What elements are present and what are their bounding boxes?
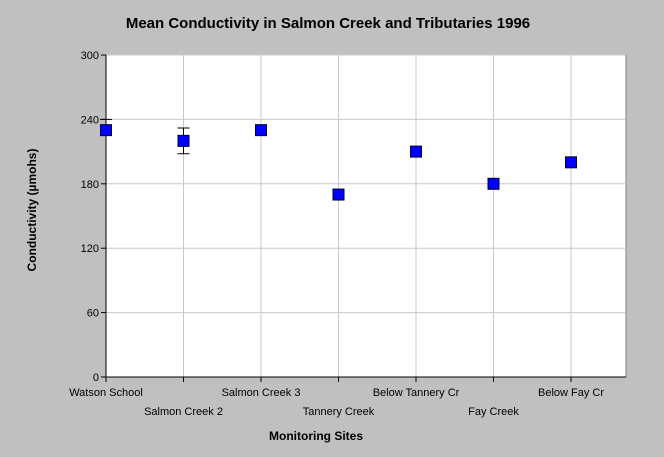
data-markers (100, 124, 577, 201)
data-point (565, 156, 577, 169)
data-point (177, 134, 190, 147)
y-tick-label: 240 (81, 114, 99, 126)
y-tick-label: 60 (87, 308, 99, 320)
data-point (100, 124, 112, 137)
y-tick-label: 120 (81, 243, 99, 255)
x-tick-label: Fay Creek (468, 406, 519, 418)
y-axis-ticks: 0 60 120 180 240 300 (81, 50, 106, 384)
y-axis-label: Conductivity (µmohs) (25, 149, 39, 272)
x-tick-label: Below Fay Cr (538, 387, 604, 399)
x-tick-label: Tannery Creek (303, 406, 375, 418)
y-tick-label: 0 (93, 372, 99, 384)
chart-title: Mean Conductivity in Salmon Creek and Tr… (126, 15, 530, 32)
plot-area (105, 54, 627, 378)
x-tick-label: Below Tannery Cr (373, 387, 460, 399)
data-point (487, 177, 500, 190)
x-tick-label: Watson School (69, 387, 143, 399)
grid-lines (106, 54, 626, 377)
x-tick-label: Salmon Creek 3 (222, 387, 301, 399)
data-point (410, 145, 422, 158)
y-tick-label: 300 (81, 50, 99, 62)
data-point (332, 188, 345, 201)
x-tick-label: Salmon Creek 2 (144, 406, 223, 418)
data-point (255, 124, 267, 137)
x-axis-label: Monitoring Sites (269, 429, 363, 443)
y-tick-label: 180 (81, 179, 99, 191)
